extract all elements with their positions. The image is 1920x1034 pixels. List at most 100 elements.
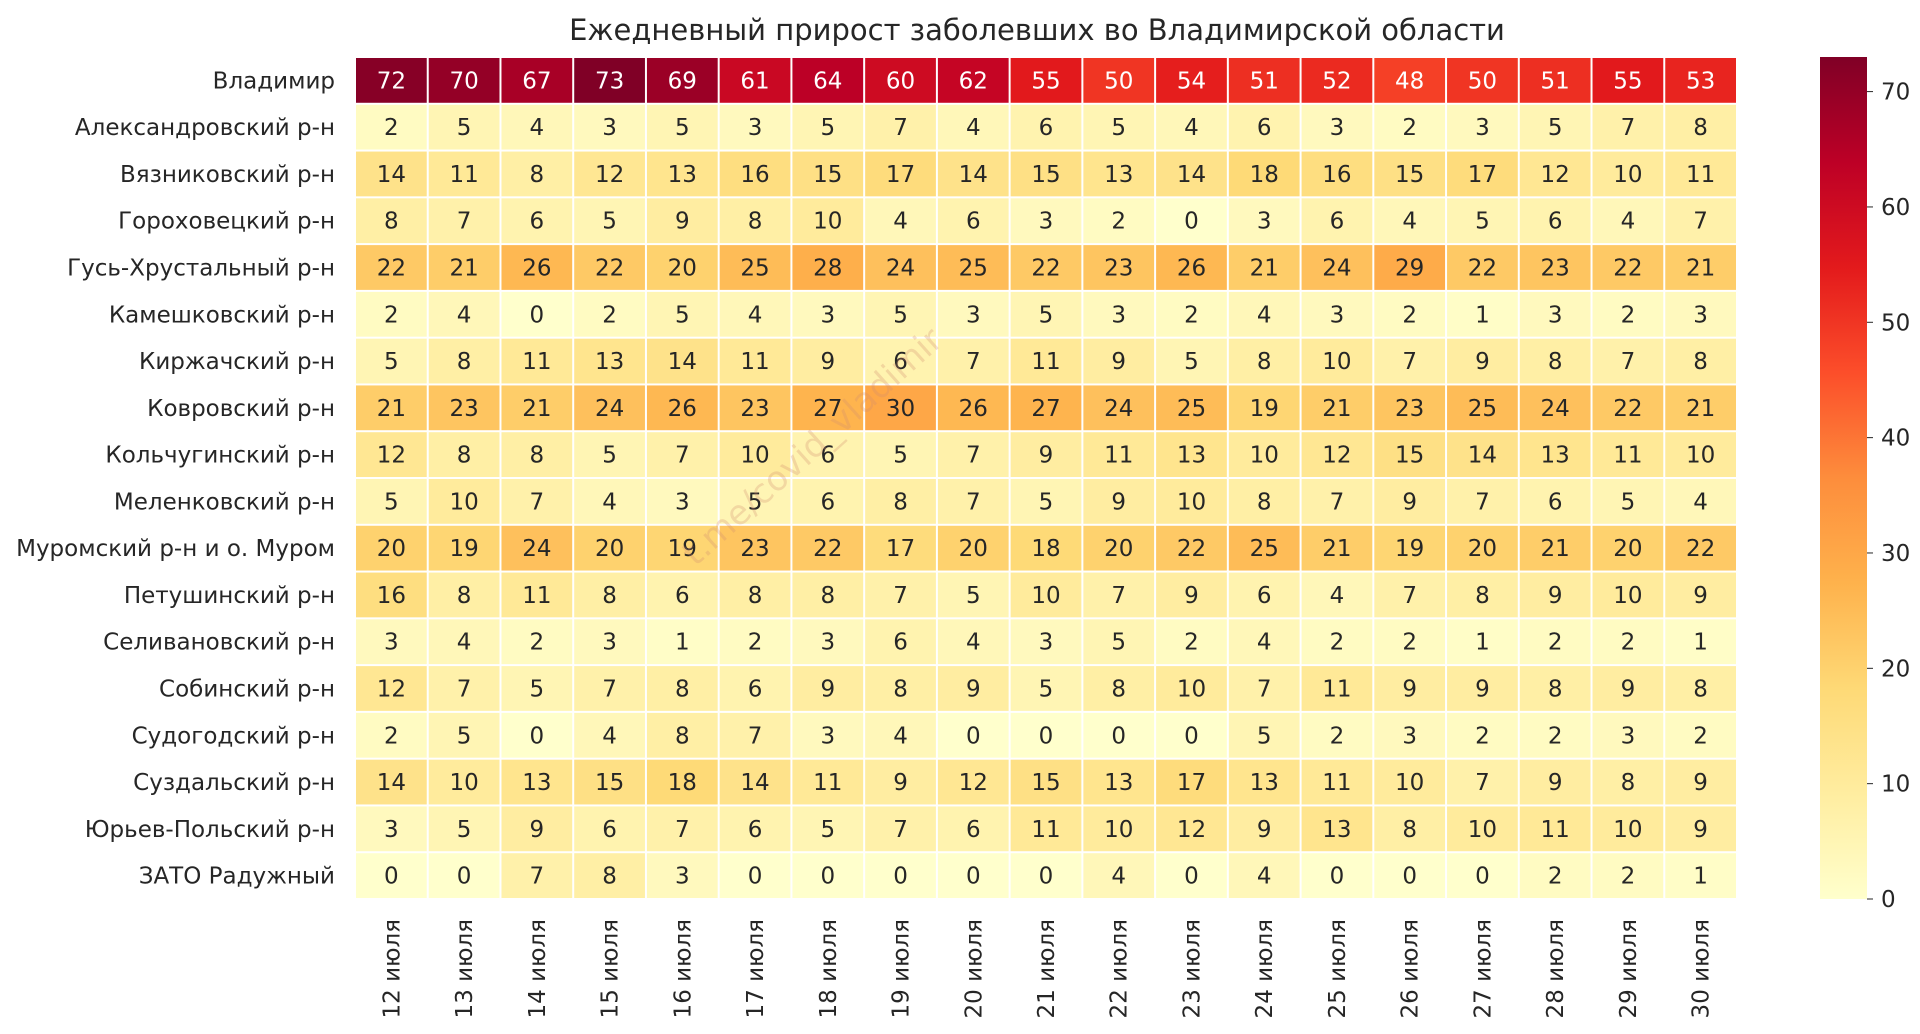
cell-value-label: 20 [1468, 536, 1497, 562]
cell-value-label: 5 [1548, 115, 1563, 141]
cell-value-label: 3 [675, 489, 690, 515]
cell-value-label: 6 [966, 817, 981, 843]
heatmap-cell [1156, 666, 1227, 711]
cell-value-label: 10 [1613, 162, 1642, 188]
heatmap-cell [1374, 432, 1446, 477]
heatmap-cell [1228, 666, 1300, 711]
cell-value-label: 5 [1039, 489, 1054, 515]
heatmap-cell [937, 572, 1009, 618]
heatmap-cell [1374, 666, 1446, 711]
heatmap-cell [865, 432, 936, 477]
cell-value-label: 4 [1330, 583, 1345, 609]
row-label: Владимир [213, 68, 335, 94]
heatmap-cell [1156, 338, 1227, 384]
heatmap-cell [574, 432, 645, 477]
cell-value-label: 16 [740, 162, 769, 188]
cell-value-label: 7 [457, 209, 472, 235]
heatmap-cell [1083, 619, 1155, 665]
cell-value-label: 7 [1475, 770, 1490, 796]
cell-value-label: 3 [1330, 115, 1345, 141]
heatmap-cell [1228, 712, 1300, 758]
cell-value-label: 2 [1330, 723, 1345, 749]
heatmap-cell [646, 338, 718, 384]
heatmap-cell [1083, 291, 1155, 337]
heatmap-cell [1447, 338, 1518, 384]
heatmap-cell [356, 245, 427, 290]
heatmap-cell [1374, 338, 1446, 384]
column-label: 30 июля [1689, 919, 1715, 1018]
heatmap-cell [865, 58, 936, 103]
cell-value-label: 24 [1104, 396, 1133, 422]
cell-value-label: 25 [959, 256, 988, 282]
cell-value-label: 6 [893, 630, 908, 656]
heatmap-cell [719, 104, 791, 150]
cell-value-label: 4 [1184, 115, 1199, 141]
cell-value-label: 2 [1548, 630, 1563, 656]
heatmap-cell [1301, 291, 1373, 337]
colorbar-tick-label: 20 [1881, 656, 1910, 682]
heatmap-cell [719, 806, 791, 852]
heatmap-cell [356, 619, 427, 665]
heatmap-cell [356, 104, 427, 150]
heatmap-cell [792, 104, 864, 150]
heatmap-cell [1228, 245, 1300, 290]
heatmap-cell [1592, 666, 1664, 711]
cell-value-label: 21 [1686, 256, 1715, 282]
cell-value-label: 12 [377, 443, 406, 469]
cell-value-label: 70 [449, 68, 478, 94]
cell-value-label: 2 [1402, 630, 1417, 656]
heatmap-cell [574, 198, 645, 244]
heatmap-cell [1301, 525, 1373, 571]
heatmap-cell [1228, 432, 1300, 477]
heatmap-cell [1010, 245, 1082, 290]
heatmap-cell [1592, 338, 1664, 384]
cell-value-label: 4 [530, 115, 545, 141]
cell-value-label: 7 [675, 817, 690, 843]
cell-value-label: 60 [886, 68, 915, 94]
cell-value-label: 7 [530, 489, 545, 515]
heatmap-cell [792, 385, 864, 431]
cell-value-label: 51 [1541, 68, 1570, 94]
heatmap-cell [719, 432, 791, 477]
heatmap-cell [1447, 712, 1518, 758]
cell-value-label: 10 [1177, 489, 1206, 515]
column-label: 20 июля [961, 919, 987, 1018]
cell-value-label: 2 [1475, 723, 1490, 749]
cell-value-label: 3 [1402, 723, 1417, 749]
heatmap-cell [792, 572, 864, 618]
colorbar-tick-label: 30 [1881, 541, 1910, 567]
cell-value-label: 55 [1613, 68, 1642, 94]
cell-value-label: 11 [1613, 443, 1642, 469]
cell-value-label: 0 [384, 864, 399, 890]
heatmap-cell [1010, 479, 1082, 524]
heatmap-cell [1665, 666, 1736, 711]
heatmap-cell [1083, 58, 1155, 103]
heatmap-cell [1083, 338, 1155, 384]
cell-value-label: 7 [675, 443, 690, 469]
cell-value-label: 0 [457, 864, 472, 890]
heatmap-cell [356, 198, 427, 244]
row-label: Муромский р-н и о. Муром [16, 536, 335, 562]
cell-value-label: 24 [1322, 256, 1351, 282]
cell-value-label: 17 [1177, 770, 1206, 796]
heatmap-cell [356, 58, 427, 103]
cell-value-label: 9 [1402, 677, 1417, 703]
cell-value-label: 64 [813, 68, 842, 94]
cell-value-label: 16 [377, 583, 406, 609]
heatmap-cell [1519, 338, 1591, 384]
cell-value-label: 23 [740, 396, 769, 422]
heatmap-cell [937, 759, 1009, 805]
cell-value-label: 3 [820, 302, 835, 328]
row-label: Кольчугинский р-н [105, 443, 335, 469]
heatmap-cell [501, 572, 573, 618]
cell-value-label: 13 [668, 162, 697, 188]
heatmap-cell [1156, 853, 1227, 898]
cell-value-label: 15 [1031, 162, 1060, 188]
heatmap-cell [356, 806, 427, 852]
cell-value-label: 5 [1475, 209, 1490, 235]
heatmap-cell [1156, 619, 1227, 665]
cell-value-label: 6 [1548, 209, 1563, 235]
row-labels: Владимир Александровский р-н Вязниковский … [16, 68, 335, 889]
heatmap-cell [865, 759, 936, 805]
heatmap-cell [1665, 572, 1736, 618]
